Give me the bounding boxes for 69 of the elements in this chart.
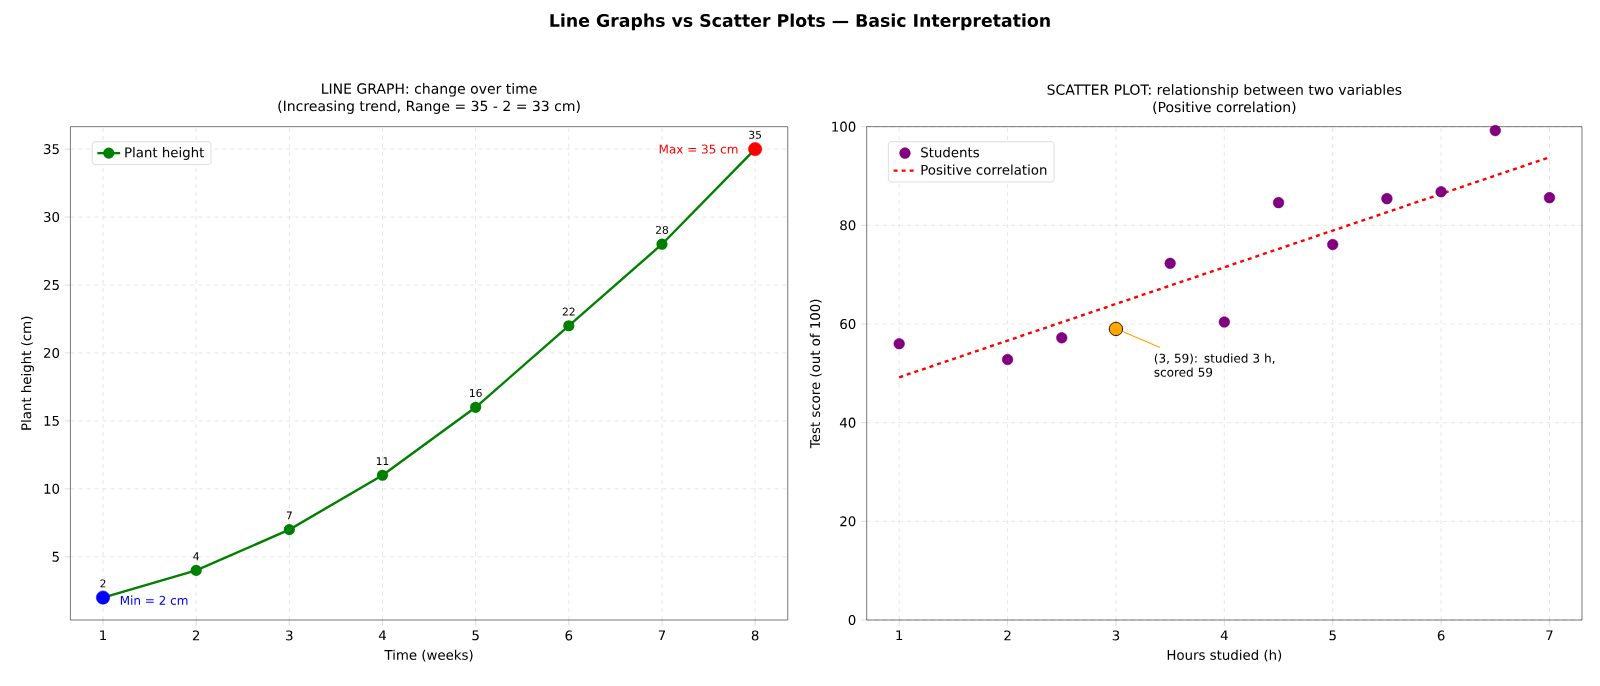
point — [1108, 321, 1124, 337]
data-label: 2 — [100, 579, 106, 588]
point — [190, 564, 202, 576]
point — [1218, 316, 1230, 328]
x-tick-label: 4 — [1220, 630, 1228, 641]
chart-subtitle: (Positive correlation) — [1153, 101, 1296, 114]
point — [1489, 125, 1501, 137]
y-tick-label: 100 — [832, 121, 856, 132]
x-tick-label: 7 — [1546, 630, 1553, 641]
x-tick-label: 1 — [100, 630, 107, 641]
data-label: 35 — [749, 130, 761, 139]
x-tick-label: 3 — [1112, 630, 1120, 641]
chart-subtitle: (Increasing trend, Range = 35 - 2 = 33 cm) — [278, 100, 580, 114]
y-tick-label: 40 — [839, 417, 856, 428]
legend-label: Plant height — [125, 147, 205, 160]
annotation: Min = 2 cm — [120, 595, 188, 605]
x-tick-label: 7 — [658, 630, 666, 641]
y-tick-label: 10 — [44, 483, 60, 494]
point — [563, 320, 575, 332]
point — [1056, 332, 1068, 344]
x-tick-label: 2 — [1004, 630, 1011, 641]
y-tick-label: 25 — [44, 279, 59, 291]
annotation: Max = 35 cm — [659, 144, 738, 154]
point — [1164, 257, 1176, 269]
x-tick-label: 5 — [472, 630, 479, 641]
data-label: 28 — [655, 225, 669, 234]
point — [1327, 238, 1339, 251]
x-tick-label: 8 — [751, 630, 759, 641]
data-label: 22 — [562, 307, 575, 316]
point — [656, 238, 668, 250]
y-tick-label: 5 — [52, 551, 59, 562]
y-axis-title: Plant height (cm) — [20, 316, 34, 430]
data-label: 7 — [286, 511, 292, 520]
x-axis-title: Hours studied (h) — [1167, 649, 1282, 662]
x-tick-label: 1 — [896, 630, 903, 641]
chart-title: SCATTER PLOT: relationship between two variables — [1047, 84, 1402, 98]
point — [376, 469, 389, 481]
y-tick-label: 30 — [44, 211, 60, 223]
point — [1435, 186, 1447, 198]
y-axis-title: Test score (out of 100) — [809, 299, 822, 449]
annotation: (3, 59): studied 3 h, scored 59 — [1154, 353, 1275, 377]
chart-title: LINE GRAPH: change over time — [322, 83, 537, 97]
x-tick-label: 6 — [1437, 630, 1445, 641]
y-tick-label: 20 — [44, 347, 60, 358]
point — [1001, 353, 1014, 366]
x-tick-label: 2 — [192, 630, 200, 641]
point — [1272, 197, 1285, 209]
legend-label: Positive correlation — [921, 164, 1047, 175]
x-tick-label: 3 — [286, 630, 293, 641]
point — [893, 338, 905, 350]
point — [283, 524, 295, 536]
y-tick-label: 20 — [840, 516, 856, 527]
x-tick-label: 5 — [1329, 630, 1336, 641]
x-tick-label: 4 — [378, 630, 386, 641]
x-axis-title: Time (weeks) — [384, 649, 473, 662]
point — [470, 401, 482, 413]
y-tick-label: 15 — [44, 415, 59, 426]
y-tick-label: 0 — [848, 614, 856, 626]
data-label: 16 — [470, 388, 482, 398]
point — [1543, 192, 1556, 204]
y-tick-label: 80 — [840, 220, 856, 231]
data-label: 4 — [193, 552, 199, 561]
point — [1381, 193, 1393, 205]
y-tick-label: 60 — [840, 318, 856, 330]
data-label: 11 — [376, 457, 389, 465]
text: Line Graphs vs Scatter Plots — Basic Interpretation — [550, 13, 1050, 31]
x-tick-label: 6 — [565, 630, 573, 641]
legend-label: Students — [921, 147, 980, 158]
y-tick-label: 35 — [44, 144, 59, 155]
